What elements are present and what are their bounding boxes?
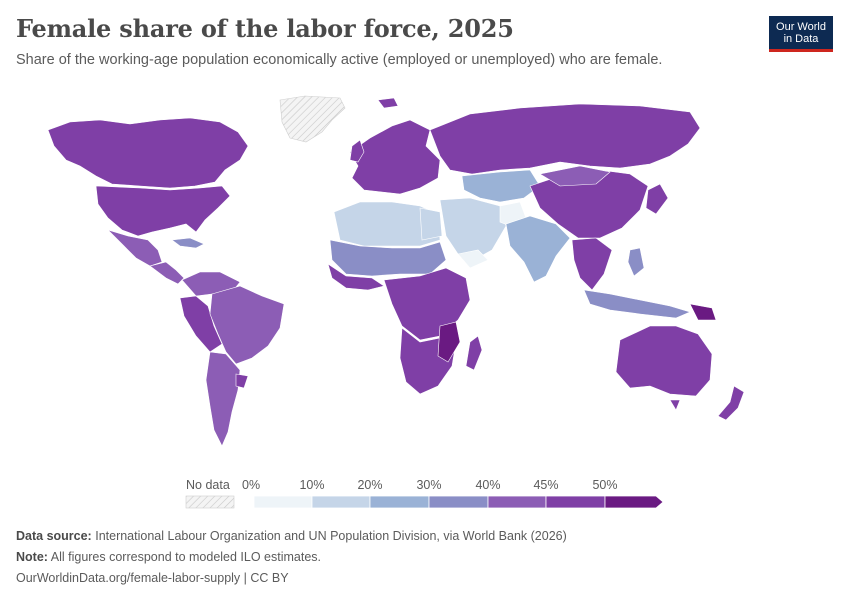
- legend-bin-5[interactable]: [545, 495, 606, 509]
- russia-region[interactable]: [429, 103, 701, 175]
- footer-link[interactable]: OurWorldinData.org/female-labor-supply |…: [16, 571, 289, 585]
- uruguay-region[interactable]: [235, 373, 249, 389]
- iceland-region[interactable]: [377, 97, 399, 109]
- tasmania-region[interactable]: [669, 399, 681, 411]
- chart-title: Female share of the labor force, 2025: [16, 14, 514, 43]
- png-region[interactable]: [689, 303, 717, 321]
- philippines-region[interactable]: [627, 247, 645, 277]
- footer-source-label: Data source:: [16, 529, 92, 543]
- legend-tick-label-4: 40%: [475, 478, 500, 492]
- legend-tick-label-0: 0%: [242, 478, 260, 492]
- mongolia-region[interactable]: [539, 165, 611, 187]
- world-map[interactable]: [0, 90, 850, 460]
- central-asia-region[interactable]: [461, 169, 541, 203]
- new-zealand-region[interactable]: [717, 385, 745, 421]
- legend-tick-label-6: 50%: [592, 478, 617, 492]
- sahel-region[interactable]: [329, 239, 447, 277]
- legend-bin-2[interactable]: [369, 495, 430, 509]
- legend-tick-label-1: 10%: [299, 478, 324, 492]
- legend-tick-label-3: 30%: [416, 478, 441, 492]
- owid-logo[interactable]: Our World in Data: [769, 16, 833, 52]
- legend-bin-3[interactable]: [428, 495, 489, 509]
- canada-region[interactable]: [47, 117, 249, 189]
- egypt-region[interactable]: [419, 207, 443, 241]
- japan-region[interactable]: [645, 183, 669, 215]
- brazil-region[interactable]: [209, 285, 285, 365]
- peru-region[interactable]: [179, 295, 223, 353]
- north-africa-region[interactable]: [333, 201, 441, 247]
- footer-source: Data source: International Labour Organi…: [16, 529, 567, 543]
- legend-no-data-swatch: [185, 495, 235, 509]
- legend-bin-6[interactable]: [604, 495, 664, 509]
- footer-note-text: All figures correspond to modeled ILO es…: [50, 550, 322, 564]
- logo-line-1: Our World: [776, 20, 826, 33]
- mexico-region[interactable]: [107, 229, 163, 267]
- legend-bin-0[interactable]: [253, 495, 313, 509]
- footer-note-label: Note:: [16, 550, 48, 564]
- middle-east-region[interactable]: [439, 197, 507, 261]
- legend-bin-4[interactable]: [487, 495, 547, 509]
- mozambique-region[interactable]: [437, 321, 461, 363]
- legend-tick-label-2: 20%: [357, 478, 382, 492]
- usa-region[interactable]: [95, 185, 231, 237]
- logo-line-2: in Data: [783, 32, 819, 45]
- australia-region[interactable]: [615, 325, 713, 397]
- greenland-region[interactable]: [279, 95, 346, 143]
- yemen-region[interactable]: [457, 249, 489, 269]
- central-america-region[interactable]: [149, 261, 185, 285]
- uk-region[interactable]: [349, 139, 365, 163]
- southern-cone-region[interactable]: [205, 351, 241, 447]
- south-asia-region[interactable]: [505, 215, 571, 283]
- chart-subtitle: Share of the working-age population econ…: [16, 52, 663, 68]
- madagascar-region[interactable]: [465, 335, 483, 371]
- indonesia-region[interactable]: [583, 289, 691, 319]
- central-africa-region[interactable]: [383, 267, 471, 341]
- caribbean-region[interactable]: [171, 237, 205, 249]
- europe-region[interactable]: [349, 119, 441, 195]
- footer-note: Note: All figures correspond to modeled …: [16, 550, 321, 564]
- legend-no-data-label: No data: [186, 478, 230, 492]
- legend-tick-label-5: 45%: [533, 478, 558, 492]
- southeast-asia-region[interactable]: [571, 237, 613, 291]
- footer-source-text: International Labour Organization and UN…: [95, 529, 567, 543]
- map-legend: No data 0% 10% 20% 30% 40% 45% 50%: [185, 478, 664, 509]
- legend-bin-1[interactable]: [311, 495, 371, 509]
- west-africa-region[interactable]: [327, 263, 385, 291]
